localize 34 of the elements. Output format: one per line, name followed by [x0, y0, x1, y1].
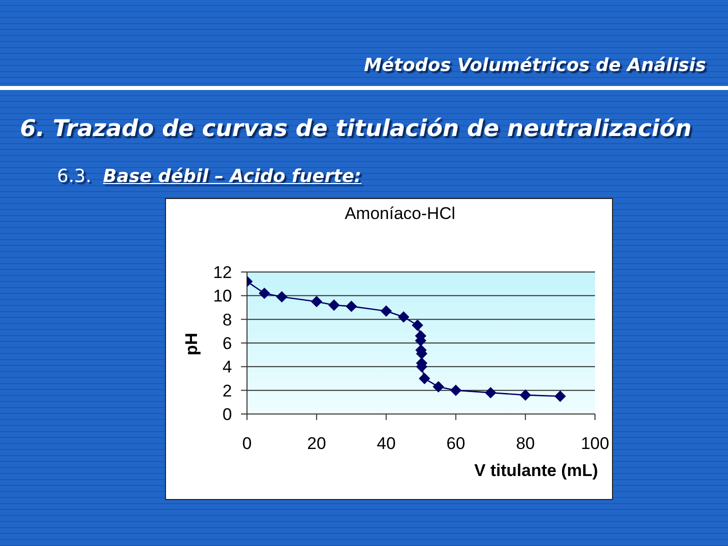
y-tick-label: 0 [222, 405, 232, 424]
x-tick-label: 40 [376, 434, 396, 454]
point [346, 300, 357, 312]
point [450, 384, 462, 396]
x-tick-label: 20 [307, 434, 326, 454]
point [398, 311, 410, 322]
point [328, 300, 340, 311]
y-tick-label: 6 [222, 334, 232, 354]
point [432, 381, 444, 392]
point [258, 288, 270, 299]
chart-title: Amoníaco-HCl [344, 204, 456, 224]
y-tick-label: 4 [222, 358, 232, 377]
y-tick-label: 2 [222, 381, 232, 400]
point [485, 387, 496, 398]
point [380, 306, 392, 317]
point [554, 390, 566, 402]
text: Base débil – Acido fuerte: [103, 166, 362, 187]
x-tick-label: 60 [446, 434, 466, 454]
y-tick-label: 10 [213, 286, 232, 306]
y-tick-label: 12 [213, 263, 232, 282]
text: Métodos Volumétricos de Análisis [364, 55, 706, 76]
point [412, 320, 424, 331]
text: 6. Trazado de curvas de titulación de neutralización [20, 116, 692, 142]
point [418, 373, 430, 384]
point [311, 296, 322, 308]
point [520, 390, 531, 401]
y-tick-label: 8 [222, 310, 232, 330]
x-tick-label: 100 [580, 434, 610, 454]
y-axis-title: pH [182, 332, 202, 356]
x-axis-title: V titulante (mL) [474, 461, 598, 481]
point [276, 291, 288, 302]
text: 6.3. [57, 166, 92, 187]
x-tick-label: 80 [516, 434, 535, 454]
x-tick-label: 0 [242, 434, 252, 454]
